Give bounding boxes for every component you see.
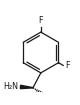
Text: F: F — [39, 16, 43, 25]
Text: F: F — [65, 61, 69, 70]
Polygon shape — [20, 85, 33, 89]
Text: H₂N: H₂N — [4, 82, 18, 91]
